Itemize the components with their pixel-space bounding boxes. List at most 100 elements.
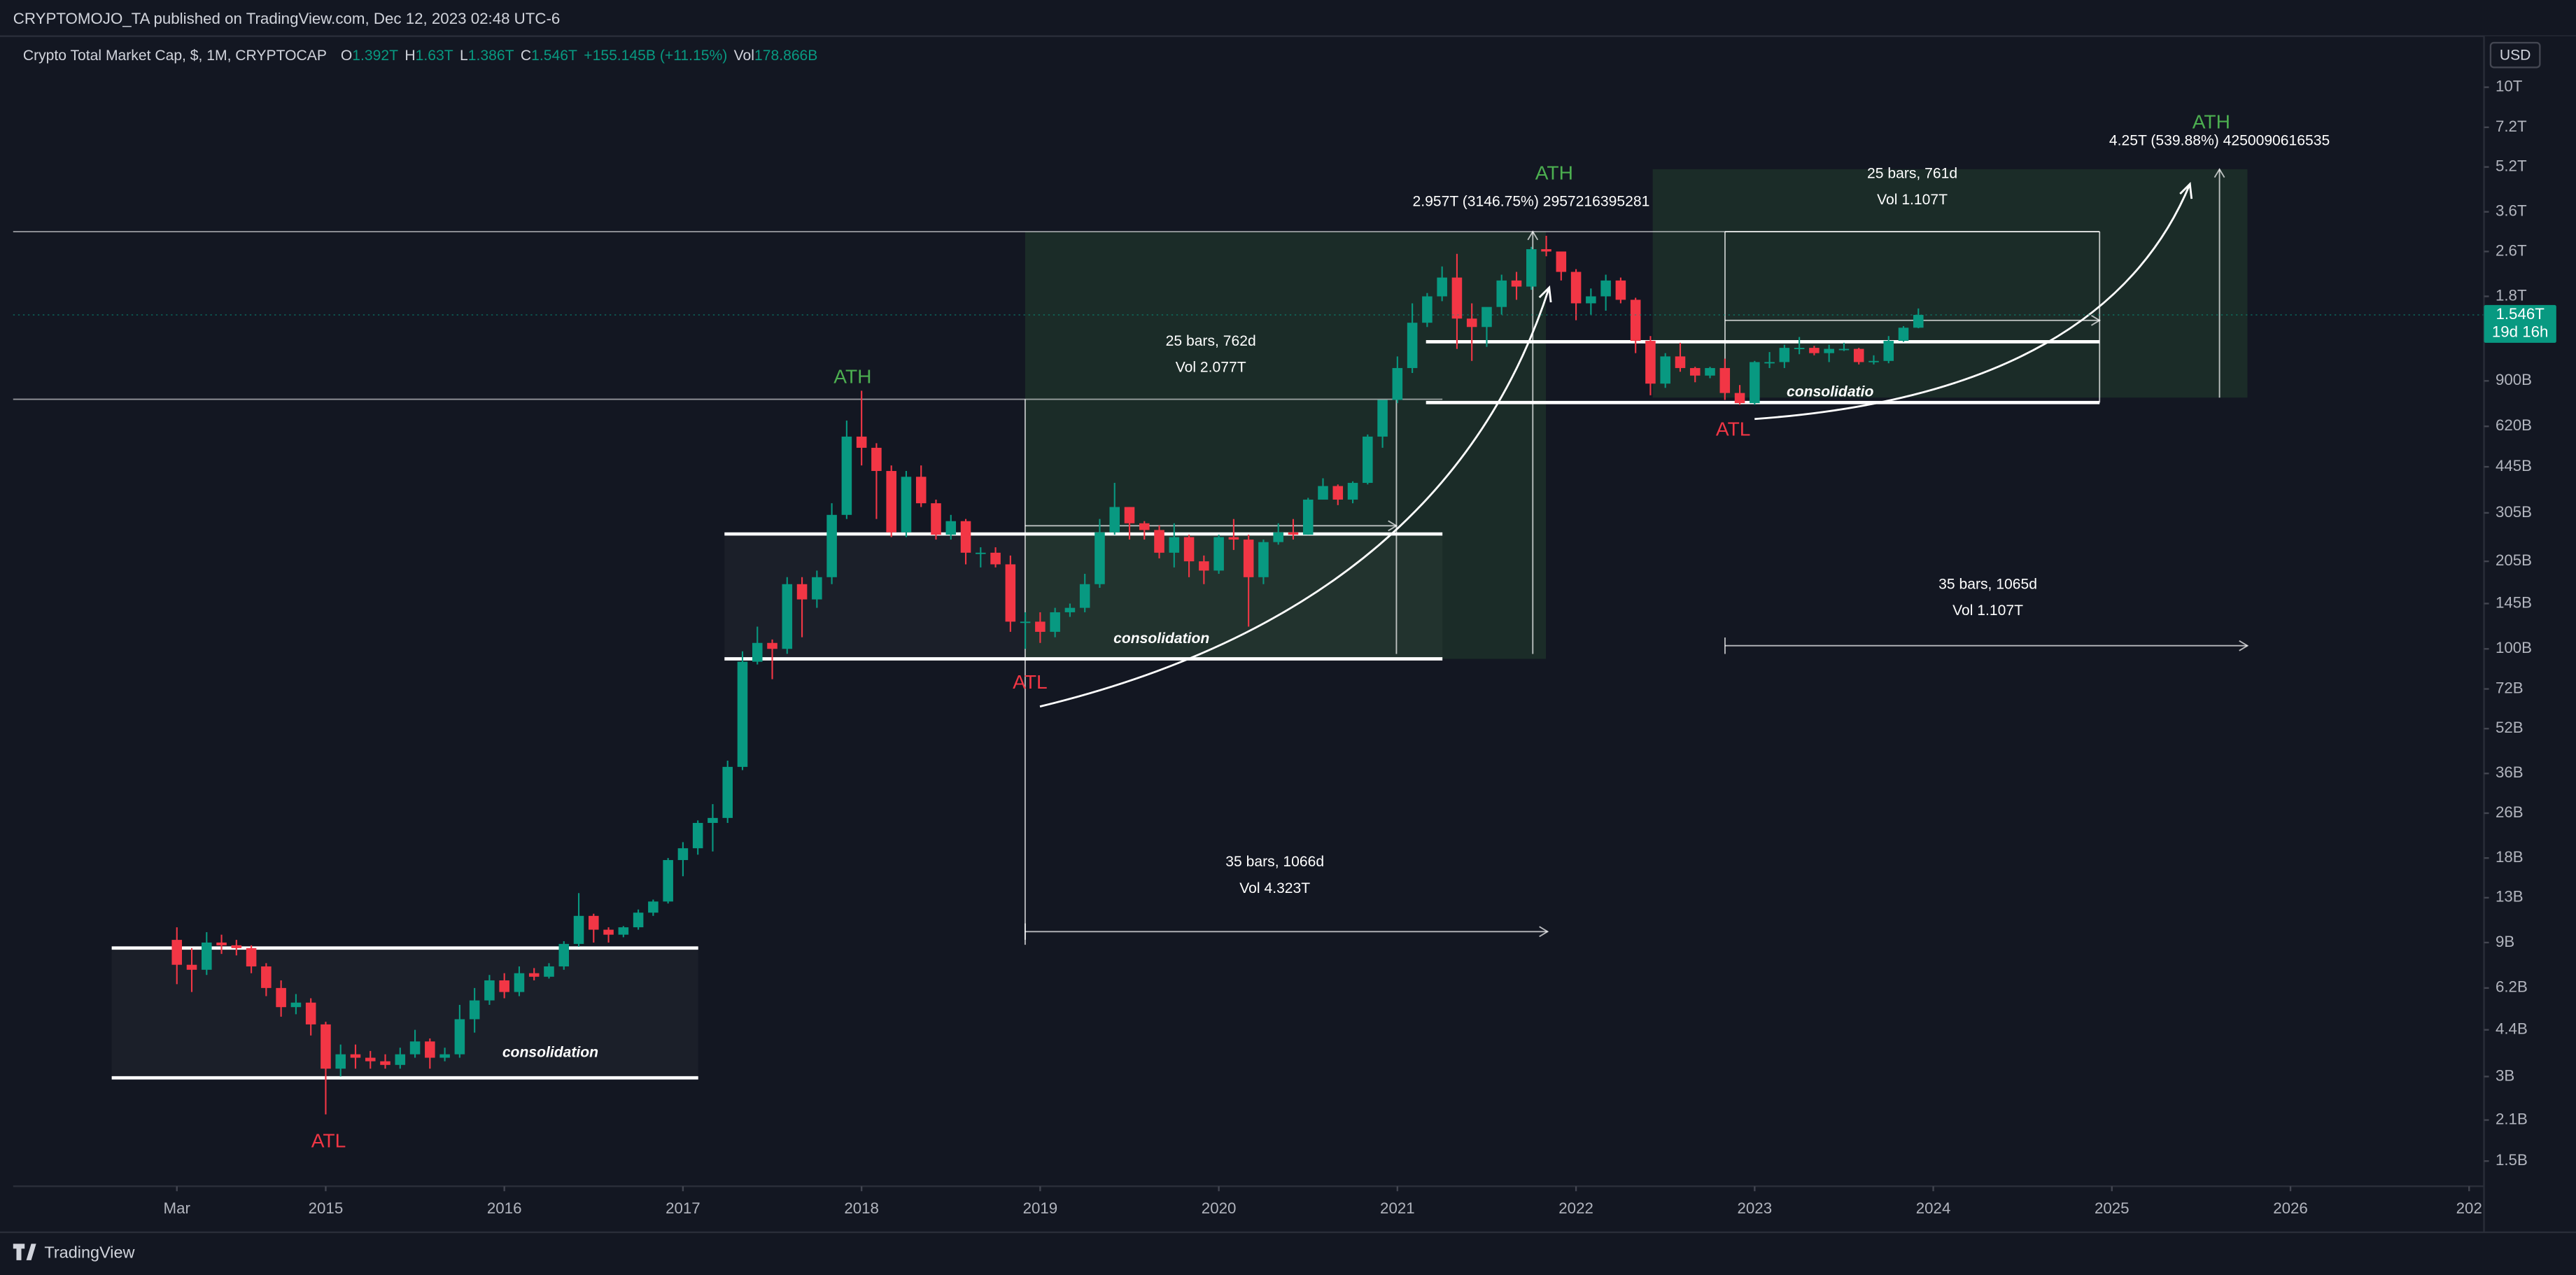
candle-body (1600, 280, 1611, 297)
candle-body (499, 980, 509, 992)
logo-icon (13, 1244, 36, 1260)
range-box (1025, 232, 1547, 659)
legend-value: 1.63T (416, 47, 453, 63)
candle-body (931, 503, 941, 535)
candle-body (1645, 341, 1656, 384)
candle-body (1764, 362, 1775, 364)
y-tick-label: 10T (2496, 78, 2523, 95)
x-tick-label: 2022 (1558, 1199, 1593, 1217)
candle-body (901, 477, 912, 533)
candle-body (1139, 523, 1150, 530)
candle-body (1183, 537, 1195, 562)
candle-body (1868, 360, 1879, 362)
candle-body (1392, 367, 1403, 400)
candle-body (1109, 507, 1120, 533)
candle-body (305, 1002, 316, 1024)
candle-body (1660, 356, 1670, 384)
candle-body (1169, 537, 1180, 553)
y-tick-label: 72B (2496, 679, 2524, 696)
candle-body (663, 860, 673, 902)
candle-body (1586, 296, 1596, 304)
candle-body (1526, 249, 1537, 287)
target-label: 2.957T (3146.75%) 2957216395281 (1413, 193, 1650, 209)
candle-body (1302, 499, 1314, 535)
candles (13, 235, 2484, 1115)
candle-body (1824, 348, 1834, 353)
range-box (1652, 169, 2248, 398)
candle-body (1347, 483, 1358, 500)
x-tick-label: 2015 (309, 1199, 344, 1217)
candle-body (1079, 584, 1090, 608)
candle-body (1675, 356, 1686, 368)
y-tick-label: 900B (2496, 371, 2532, 388)
candle-body (514, 973, 525, 992)
candle-body (1511, 280, 1522, 287)
candle-body (618, 927, 629, 935)
candle-body (380, 1061, 390, 1065)
candle-body (603, 929, 614, 935)
atl-label: ATL (1013, 670, 1048, 693)
candle-body (321, 1024, 331, 1069)
candle-body (1705, 367, 1715, 376)
y-axis-panel (2484, 36, 2576, 1232)
candle-body (350, 1054, 361, 1058)
x-tick-label: 2018 (844, 1199, 879, 1217)
ath-label: ATH (1535, 161, 1573, 183)
symbol: Crypto Total Market Cap, $, 1M, CRYPTOCA… (23, 47, 327, 63)
y-tick-label: 3.6T (2496, 202, 2527, 220)
candle-body (1422, 296, 1433, 323)
candle-body (1332, 486, 1344, 500)
candle-body (1035, 621, 1046, 632)
candle-body (1258, 542, 1269, 577)
consolidation-label: consolidation (502, 1045, 598, 1061)
candle-body (1779, 348, 1790, 362)
currency-box (2489, 41, 2541, 69)
candle-body (1005, 564, 1016, 622)
currency: USD (2500, 47, 2531, 63)
header: CRYPTOMOJO_TA published on TradingView.c… (13, 10, 561, 27)
candle-body (633, 913, 644, 928)
candle-body (544, 966, 554, 977)
legend-value: 178.866B (754, 47, 817, 63)
candle-body (782, 584, 793, 649)
candle-body (1630, 300, 1641, 341)
arrow-head (2213, 168, 2225, 178)
x-tick-label: 2019 (1023, 1199, 1058, 1217)
candle-body (1794, 348, 1805, 349)
candle-body (409, 1041, 421, 1055)
candle-body (261, 966, 272, 988)
price-label-box (2484, 304, 2556, 343)
candle-body (1020, 621, 1031, 624)
x-tick-label: Mar (164, 1199, 191, 1217)
candle-body (1243, 540, 1254, 577)
candle-body (231, 945, 242, 948)
candle-body (1407, 323, 1418, 368)
atl-label: ATL (1716, 418, 1751, 440)
footer-logo: TradingView (13, 1244, 135, 1262)
x-tick-label: 2021 (1380, 1199, 1415, 1217)
y-tick-label: 305B (2496, 503, 2532, 521)
candle-body (1466, 318, 1477, 327)
range-label: 25 bars, 762d (1166, 333, 1256, 349)
y-tick-label: 13B (2496, 888, 2524, 906)
y-tick-label: 2.6T (2496, 241, 2527, 259)
candle-body (439, 1054, 450, 1058)
candle-body (1496, 280, 1507, 307)
candle-body (841, 436, 852, 515)
candle-body (1228, 537, 1239, 540)
legend-key: O (341, 47, 352, 63)
y-tick-label: 145B (2496, 593, 2532, 611)
candle-body (1750, 362, 1760, 404)
arrow-head (2179, 181, 2193, 199)
y-tick-label: 620B (2496, 416, 2532, 434)
y-tick-label: 445B (2496, 457, 2532, 474)
candle-body (1481, 307, 1492, 327)
annotations: ATH ATH ATH ATL ATL ATL consolidation co… (311, 111, 2330, 1152)
candle-body (1095, 532, 1105, 584)
curved-arrow (1754, 183, 2191, 421)
candle-body (1913, 315, 1924, 328)
candle-body (752, 642, 763, 662)
arrow-head (2090, 314, 2102, 326)
